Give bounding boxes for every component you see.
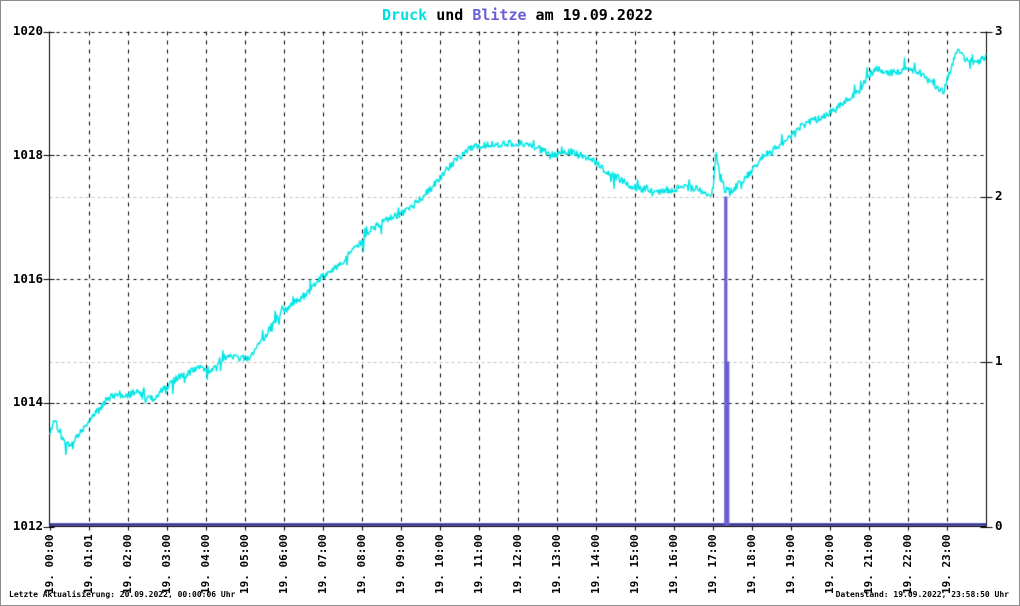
y-left-tick-label: 1018 — [12, 146, 43, 162]
x-tick-label: 19. 10:00 — [432, 534, 446, 594]
x-tick-label: 19. 01:01 — [81, 534, 95, 594]
x-tick-label: 19. 07:00 — [315, 534, 329, 594]
title-part-druck: Druck — [382, 6, 428, 24]
x-tick-label: 19. 20:00 — [823, 534, 837, 594]
x-tick-label: 19. 13:00 — [550, 534, 564, 594]
y-left-tick-label: 1014 — [12, 394, 43, 410]
chart-title: Druck und Blitze am 19.09.2022 — [49, 6, 986, 24]
data-timestamp-text: Datenstand: 19.09.2022, 23:58:50 Uhr — [835, 590, 1009, 599]
title-part-und: und — [427, 6, 473, 24]
x-tick-label: 19. 09:00 — [393, 534, 407, 594]
x-tick-label: 19. 22:00 — [901, 534, 915, 594]
x-tick-label: 19. 16:00 — [667, 534, 681, 594]
title-part-blitze: Blitze — [472, 6, 527, 24]
x-tick-label: 19. 00:00 — [42, 534, 56, 594]
x-tick-label: 19. 12:00 — [511, 534, 524, 594]
y-left-tick-label: 1016 — [12, 270, 43, 286]
x-tick-label: 19. 14:00 — [589, 534, 603, 594]
y-right-tick-label: 3 — [995, 23, 1003, 38]
y-right-tick-label: 0 — [995, 518, 1003, 533]
x-tick-label: 19. 06:00 — [276, 534, 290, 594]
y-left-tick-label: 1020 — [12, 23, 43, 38]
x-tick-label: 19. 18:00 — [745, 534, 759, 594]
x-tick-label: 19. 23:00 — [940, 534, 954, 594]
y-right-tick-label: 1 — [995, 353, 1003, 368]
y-right-tick-label: 2 — [995, 188, 1003, 203]
last-update-text: Letzte Aktualisierung: 20.09.2022, 00:00… — [9, 590, 236, 599]
title-part-date: am 19.09.2022 — [526, 6, 653, 24]
x-tick-label: 19. 05:00 — [237, 534, 251, 594]
x-tick-label: 19. 17:00 — [706, 534, 720, 594]
x-tick-label: 19. 11:00 — [471, 534, 485, 594]
x-tick-label: 19. 21:00 — [862, 534, 876, 594]
y-left-tick-label: 1012 — [12, 518, 43, 533]
x-tick-label: 19. 02:00 — [120, 534, 134, 594]
x-tick-label: 19. 08:00 — [354, 534, 368, 594]
x-tick-label: 19. 03:00 — [159, 534, 173, 594]
x-tick-label: 19. 19:00 — [784, 534, 798, 594]
x-tick-label: 19. 04:00 — [198, 534, 212, 594]
x-tick-label: 19. 15:00 — [628, 534, 642, 594]
